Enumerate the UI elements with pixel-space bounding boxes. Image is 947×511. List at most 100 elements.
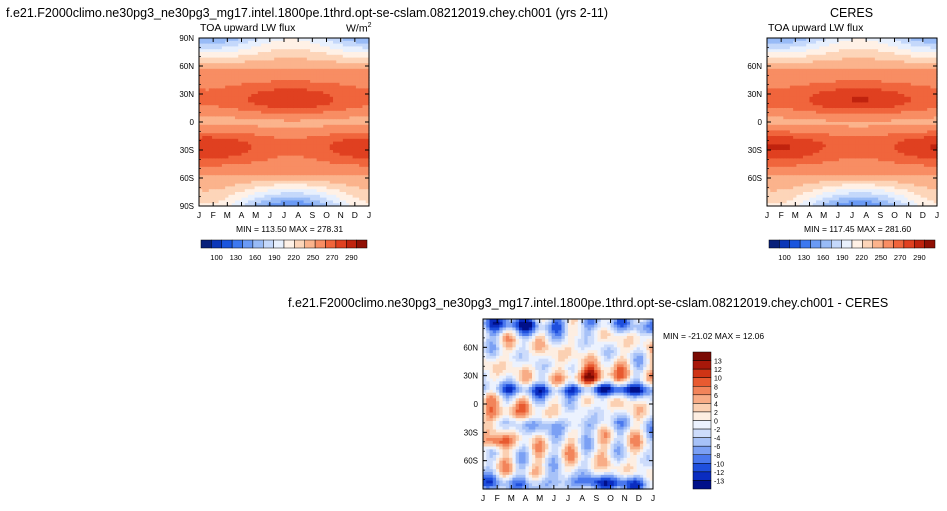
heatmap-cell bbox=[306, 43, 311, 47]
heatmap-cell bbox=[261, 40, 265, 45]
heatmap-cell bbox=[234, 113, 239, 117]
heatmap-cell bbox=[323, 141, 328, 145]
heatmap-cell bbox=[313, 57, 318, 61]
heatmap-cell bbox=[780, 88, 784, 92]
heatmap-cell bbox=[274, 169, 279, 173]
heatmap-cell bbox=[280, 189, 285, 193]
heatmap-cell bbox=[290, 164, 295, 168]
heatmap-cell bbox=[323, 94, 328, 98]
heatmap-cell bbox=[284, 119, 288, 123]
heatmap-cell bbox=[199, 85, 203, 89]
heatmap-cell bbox=[310, 127, 315, 131]
heatmap-cell bbox=[228, 43, 233, 47]
heatmap-cell bbox=[313, 108, 318, 112]
heatmap-cell bbox=[796, 40, 801, 45]
heatmap-cell bbox=[767, 178, 771, 182]
heatmap-cell bbox=[822, 183, 827, 187]
heatmap-cell bbox=[284, 172, 288, 176]
heatmap-cell bbox=[316, 110, 321, 115]
heatmap-cell bbox=[809, 178, 814, 182]
heatmap-cell bbox=[326, 130, 331, 134]
heatmap-cell bbox=[257, 169, 262, 173]
heatmap-cell bbox=[819, 144, 824, 148]
heatmap-cell bbox=[842, 203, 847, 207]
heatmap-cell bbox=[287, 141, 292, 145]
heatmap-cell bbox=[205, 161, 210, 165]
heatmap-cell bbox=[248, 155, 252, 159]
heatmap-cell bbox=[342, 71, 347, 75]
heatmap-cell bbox=[215, 197, 220, 201]
heatmap-cell bbox=[362, 40, 367, 45]
heatmap-cell bbox=[362, 46, 367, 50]
heatmap-cell bbox=[806, 203, 811, 207]
heatmap-cell bbox=[218, 119, 223, 123]
heatmap-cell bbox=[215, 155, 220, 159]
heatmap-cell bbox=[202, 158, 207, 162]
heatmap-cell bbox=[336, 68, 341, 73]
heatmap-cell bbox=[199, 63, 203, 67]
heatmap-cell bbox=[776, 141, 781, 145]
heatmap-cell bbox=[845, 130, 850, 134]
heatmap-cell bbox=[199, 40, 203, 45]
heatmap-cell bbox=[861, 66, 866, 70]
heatmap-cell bbox=[848, 175, 853, 179]
heatmap-cell bbox=[199, 197, 203, 201]
heatmap-cell bbox=[212, 169, 216, 173]
heatmap-cell bbox=[855, 94, 860, 98]
heatmap-cell bbox=[287, 99, 292, 103]
colorbar-label: 160 bbox=[249, 253, 262, 262]
heatmap-cell bbox=[346, 91, 350, 95]
heatmap-cell bbox=[858, 119, 863, 123]
heatmap-cell bbox=[842, 192, 847, 196]
heatmap-cell bbox=[796, 183, 801, 187]
heatmap-cell bbox=[776, 197, 781, 201]
heatmap-cell bbox=[819, 54, 824, 59]
heatmap-cell bbox=[212, 57, 216, 61]
heatmap-cell bbox=[208, 133, 213, 137]
heatmap-cell bbox=[802, 99, 807, 103]
heatmap-cell bbox=[845, 80, 850, 84]
heatmap-cell bbox=[806, 40, 811, 45]
heatmap-cell bbox=[773, 192, 778, 196]
heatmap-cell bbox=[212, 127, 216, 131]
heatmap-cell bbox=[248, 166, 252, 171]
heatmap-cell bbox=[248, 124, 252, 129]
heatmap-cell bbox=[776, 119, 781, 123]
heatmap-cell bbox=[339, 96, 344, 101]
heatmap-cell bbox=[267, 108, 272, 112]
heatmap-cell bbox=[842, 155, 847, 159]
heatmap-cell bbox=[362, 116, 367, 120]
heatmap-cell bbox=[848, 80, 853, 84]
heatmap-cell bbox=[352, 110, 357, 115]
heatmap-cell bbox=[362, 178, 367, 182]
heatmap-cell bbox=[809, 164, 814, 168]
heatmap-cell bbox=[290, 138, 295, 143]
heatmap-cell bbox=[241, 152, 246, 157]
heatmap-cell bbox=[365, 96, 370, 101]
heatmap-cell bbox=[270, 166, 275, 171]
heatmap-cell bbox=[783, 68, 788, 73]
heatmap-cell bbox=[796, 155, 801, 159]
heatmap-cell bbox=[225, 178, 230, 182]
heatmap-cell bbox=[822, 175, 827, 179]
heatmap-cell bbox=[241, 127, 246, 131]
heatmap-cell bbox=[359, 166, 364, 171]
heatmap-cell bbox=[199, 77, 203, 81]
heatmap-cell bbox=[306, 155, 311, 159]
heatmap-cell bbox=[316, 54, 321, 59]
heatmap-cell bbox=[342, 38, 347, 42]
heatmap-cell bbox=[218, 96, 223, 101]
heatmap-cell bbox=[349, 164, 354, 168]
heatmap-cell bbox=[809, 63, 814, 67]
heatmap-cell bbox=[313, 194, 318, 199]
heatmap-cell bbox=[231, 57, 236, 61]
heatmap-cell bbox=[238, 200, 243, 204]
heatmap-cell bbox=[333, 203, 337, 207]
heatmap-cell bbox=[809, 189, 814, 193]
heatmap-cell bbox=[205, 194, 210, 199]
heatmap-cell bbox=[336, 183, 341, 187]
heatmap-cell bbox=[254, 57, 259, 61]
heatmap-cell bbox=[199, 74, 203, 78]
heatmap-cell bbox=[770, 66, 775, 70]
heatmap-cell bbox=[313, 71, 318, 75]
